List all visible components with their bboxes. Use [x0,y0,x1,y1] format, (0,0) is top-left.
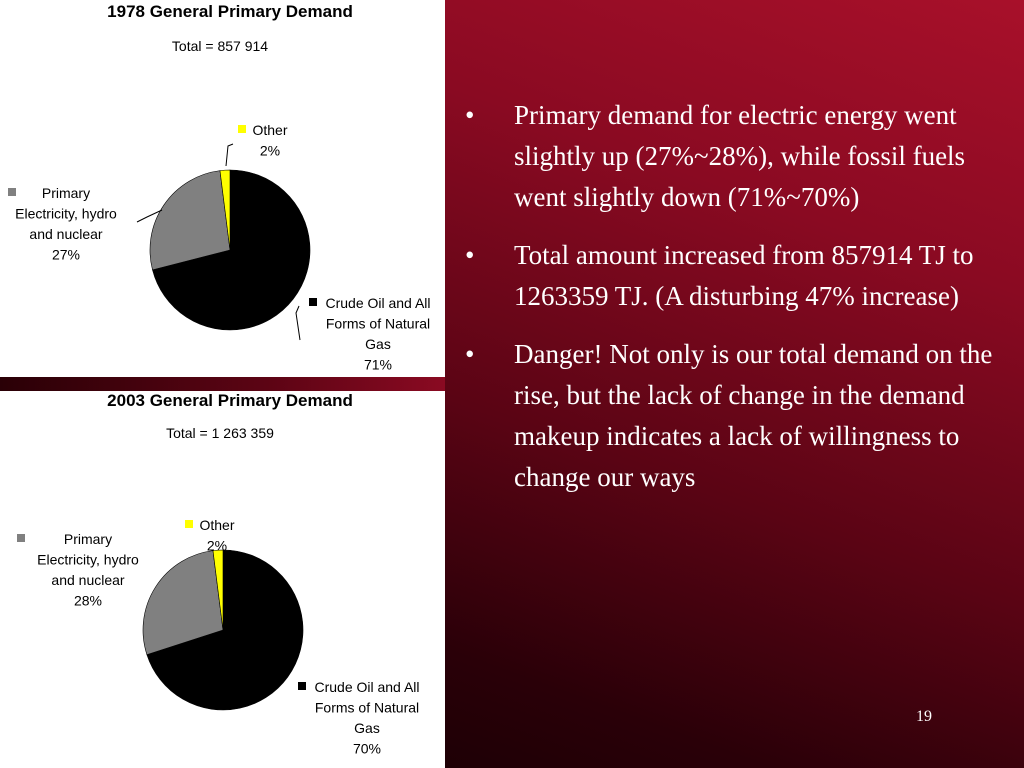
data-label-text: Electricity, hydro [15,206,117,222]
pie-slice-primary [149,170,231,271]
data-label-text: and nuclear [51,572,125,588]
data-label-text: and nuclear [29,226,103,242]
bullet-marker: • [465,339,475,369]
data-label-percent: 28% [74,593,102,609]
bullet-text: Total amount increased from 857914 TJ to… [514,240,974,311]
pie-chart-2003-svg: 2003 General Primary Demand Total = 1 263… [17,391,420,757]
pie-chart-1978-svg: 1978 General Primary Demand Total = 857 9… [8,2,431,373]
chart-total: Total = 1 263 359 [166,425,274,441]
data-label-percent: 2% [260,143,280,159]
data-label-percent: 2% [207,538,227,554]
bullet-item: • Primary demand for electric energy wen… [465,95,1005,218]
data-label-percent: 27% [52,247,80,263]
pie-slice-crude-oil-and-all [146,549,304,711]
data-label-text: Forms of Natural [326,316,430,332]
data-label-text: Gas [354,720,380,736]
chart-title: 1978 General Primary Demand [107,2,353,21]
legend-swatch-crude-oil-and-all [298,682,306,690]
bullet-marker: • [465,100,475,130]
data-label-text: Gas [365,336,391,352]
data-label-text: Electricity, hydro [37,552,139,568]
bullet-text: Danger! Not only is our total demand on … [514,339,993,492]
bullet-marker: • [465,240,475,270]
data-label-text: Crude Oil and All [314,679,419,695]
bullet-text: Primary demand for electric energy went … [514,100,966,212]
pie-slice-other [219,169,231,251]
data-label-text: Other [252,122,287,138]
data-label-text: Crude Oil and All [325,295,430,311]
pie-slice-other [212,549,224,631]
legend-swatch-primary [8,188,16,196]
bullet-list: • Primary demand for electric energy wen… [465,95,1005,515]
data-label-percent: 71% [364,357,392,373]
chart-title: 2003 General Primary Demand [107,391,353,410]
data-label-text: Forms of Natural [315,700,419,716]
bullet-item: • Total amount increased from 857914 TJ … [465,235,1005,317]
red-gradient-panel [445,0,1024,768]
data-label-text: Primary [64,531,112,547]
leader-line [225,143,234,167]
leader-line [136,209,163,223]
data-label-text: Other [199,517,234,533]
page-number: 19 [916,708,932,725]
leader-line [295,305,301,341]
data-label-percent: 70% [353,741,381,757]
pie-chart-2003: 2003 General Primary Demand Total = 1 263… [0,391,445,768]
bullet-item: • Danger! Not only is our total demand o… [465,334,1005,498]
legend-swatch-other [238,125,246,133]
legend-swatch-crude-oil-and-all [309,298,317,306]
pie-chart-1978: 1978 General Primary Demand Total = 857 9… [0,0,445,377]
pie-slice-primary [142,550,224,656]
legend-swatch-other [185,520,193,528]
chart-divider-band [0,377,445,391]
pie-slice-crude-oil-and-all [152,169,311,331]
chart-total: Total = 857 914 [172,38,268,54]
data-label-text: Primary [42,185,90,201]
legend-swatch-primary [17,534,25,542]
